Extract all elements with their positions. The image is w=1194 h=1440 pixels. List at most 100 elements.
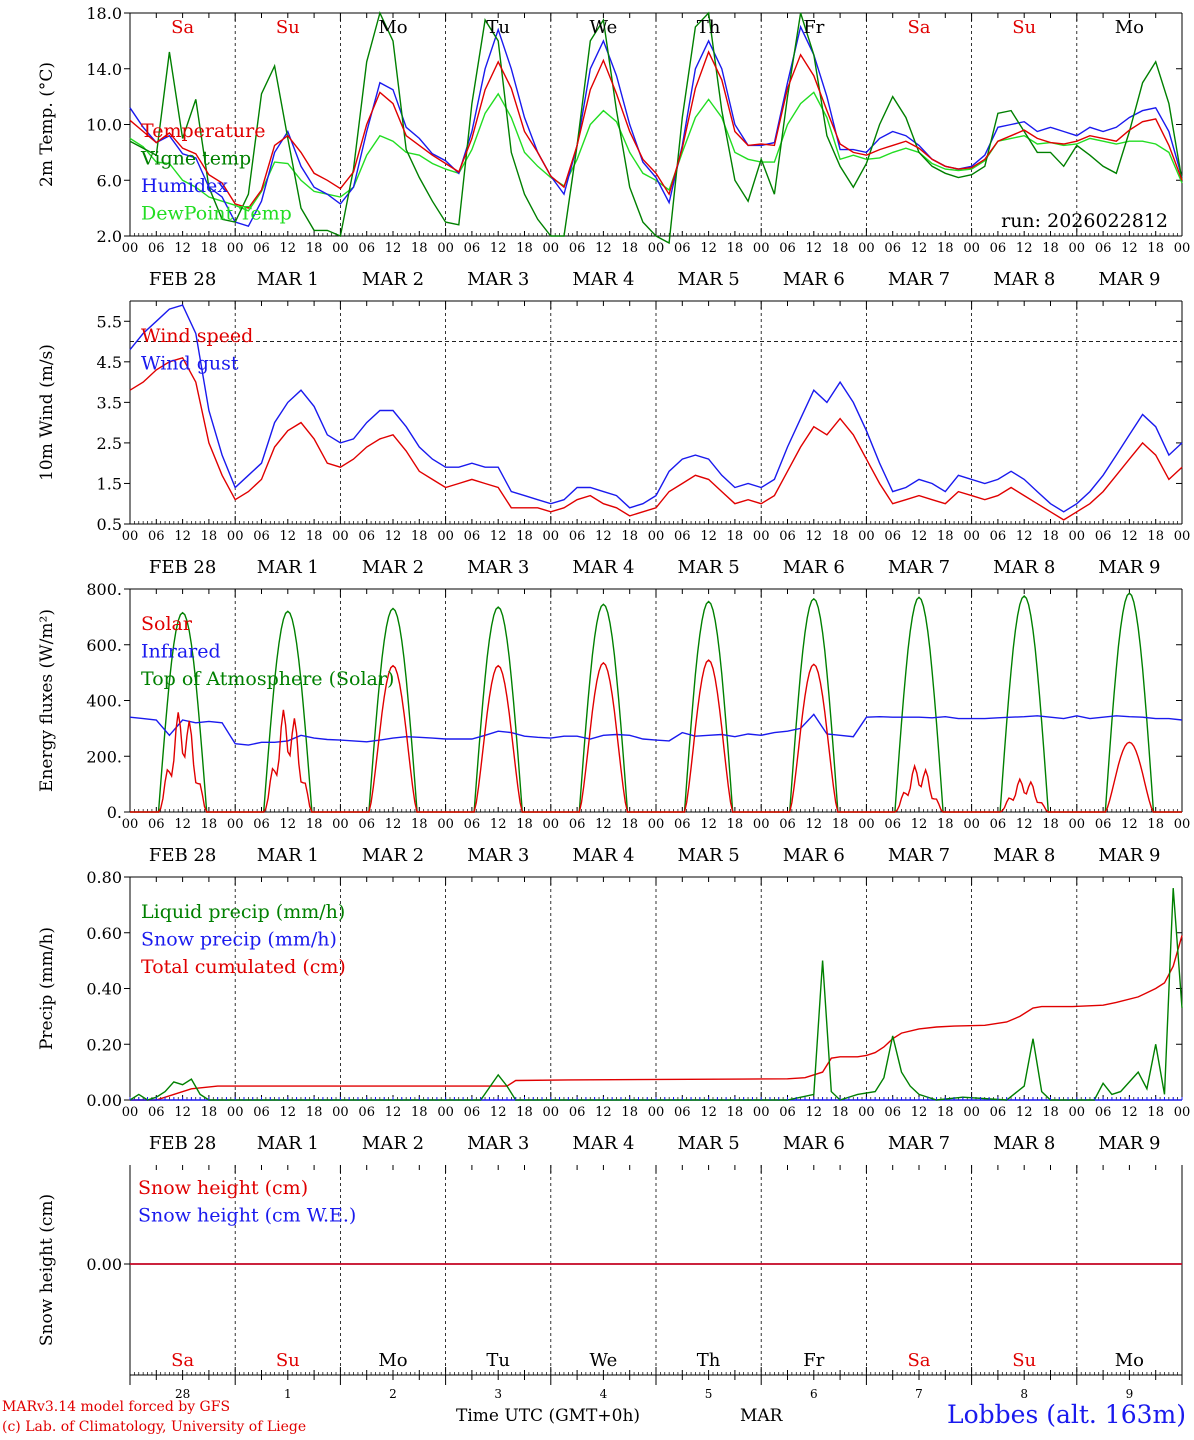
date-label: MAR 6 bbox=[783, 1133, 845, 1154]
hour-tick-label: 00 bbox=[1174, 817, 1191, 832]
hour-tick-label: 12 bbox=[280, 817, 297, 832]
hour-tick-label: 06 bbox=[148, 241, 165, 256]
date-label: MAR 8 bbox=[993, 269, 1055, 290]
date-label: MAR 7 bbox=[888, 1133, 950, 1154]
hour-tick-label: 06 bbox=[253, 1105, 270, 1120]
copyright-credit: (c) Lab. of Climatology, University of L… bbox=[2, 1419, 307, 1435]
day-number: 3 bbox=[494, 1387, 502, 1401]
station-name: Lobbes (alt. 163m) bbox=[946, 1400, 1186, 1429]
hour-tick-label: 00 bbox=[753, 1105, 770, 1120]
hour-tick-label: 18 bbox=[1147, 817, 1164, 832]
hour-tick-label: 12 bbox=[595, 1105, 612, 1120]
hour-tick-label: 06 bbox=[674, 241, 691, 256]
day-abbr-top: Fr bbox=[803, 17, 824, 38]
legend-entry: Snow height (cm) bbox=[138, 1177, 308, 1199]
hour-tick-label: 06 bbox=[884, 817, 901, 832]
legend-entry: DewPoint Temp bbox=[141, 203, 292, 225]
legend-entry: Total cumulated (cm) bbox=[141, 956, 346, 978]
hour-tick-label: 18 bbox=[411, 817, 428, 832]
hour-tick-label: 12 bbox=[595, 241, 612, 256]
hour-tick-label: 06 bbox=[464, 529, 481, 544]
y-tick-label: 600. bbox=[86, 636, 122, 655]
date-label: MAR 5 bbox=[678, 557, 740, 578]
y-tick-label: 14.0 bbox=[86, 60, 122, 79]
y-axis-label: 10m Wind (m/s) bbox=[37, 344, 57, 481]
hour-tick-label: 18 bbox=[937, 1105, 954, 1120]
hour-tick-label: 12 bbox=[806, 241, 823, 256]
hour-tick-label: 18 bbox=[411, 529, 428, 544]
series-line-temperature bbox=[129, 50, 1183, 209]
hour-tick-label: 18 bbox=[411, 241, 428, 256]
run-label: run: 2026022812 bbox=[1001, 210, 1168, 232]
hour-tick-label: 18 bbox=[832, 529, 849, 544]
hour-tick-label: 12 bbox=[1016, 1105, 1033, 1120]
date-label: MAR 3 bbox=[467, 1133, 529, 1154]
series-line-dewpoint-temp bbox=[129, 91, 1183, 212]
hour-tick-label: 18 bbox=[516, 817, 533, 832]
hour-tick-label: 06 bbox=[358, 529, 375, 544]
hour-tick-label: 06 bbox=[464, 241, 481, 256]
hour-tick-label: 12 bbox=[806, 1105, 823, 1120]
hour-tick-label: 18 bbox=[727, 817, 744, 832]
date-label: MAR 8 bbox=[993, 1133, 1055, 1154]
date-label: FEB 28 bbox=[149, 557, 216, 578]
hour-tick-label: 00 bbox=[227, 529, 244, 544]
hour-tick-label: 18 bbox=[201, 1105, 218, 1120]
hour-tick-label: 12 bbox=[1121, 241, 1138, 256]
hour-tick-label: 12 bbox=[806, 817, 823, 832]
day-abbr-bottom: Sa bbox=[907, 1350, 930, 1371]
hour-tick-label: 00 bbox=[227, 1105, 244, 1120]
legend-entry: Snow height (cm W.E.) bbox=[138, 1205, 356, 1227]
date-label: MAR 6 bbox=[783, 557, 845, 578]
hour-tick-label: 06 bbox=[779, 817, 796, 832]
hour-tick-label: 00 bbox=[437, 529, 454, 544]
hour-tick-label: 00 bbox=[332, 1105, 349, 1120]
hour-tick-label: 00 bbox=[437, 241, 454, 256]
date-label: MAR 4 bbox=[572, 1133, 634, 1154]
hour-tick-label: 18 bbox=[201, 817, 218, 832]
hour-tick-label: 12 bbox=[385, 817, 402, 832]
hour-tick-label: 18 bbox=[621, 529, 638, 544]
hour-tick-label: 18 bbox=[516, 241, 533, 256]
y-tick-label: 2.0 bbox=[97, 227, 122, 246]
hour-tick-label: 12 bbox=[700, 241, 717, 256]
date-label: MAR 2 bbox=[362, 1133, 424, 1154]
date-label: MAR 3 bbox=[467, 269, 529, 290]
hour-tick-label: 18 bbox=[306, 1105, 323, 1120]
day-abbr-bottom: Mo bbox=[378, 1350, 407, 1371]
day-number: 28 bbox=[175, 1387, 190, 1401]
hour-tick-label: 00 bbox=[963, 529, 980, 544]
hour-tick-label: 00 bbox=[858, 241, 875, 256]
day-abbr-top: Mo bbox=[378, 17, 407, 38]
hour-tick-label: 06 bbox=[674, 529, 691, 544]
hour-tick-label: 06 bbox=[674, 817, 691, 832]
series-line-infrared bbox=[129, 713, 1183, 746]
y-tick-label: 0.40 bbox=[86, 980, 122, 999]
day-abbr-top: We bbox=[590, 17, 618, 38]
legend-entry: Vigne temp bbox=[140, 148, 251, 170]
y-tick-label: 2.5 bbox=[97, 434, 122, 453]
date-label: MAR 6 bbox=[783, 845, 845, 866]
hour-tick-label: 00 bbox=[858, 529, 875, 544]
hour-tick-label: 06 bbox=[1095, 1105, 1112, 1120]
date-label: MAR 4 bbox=[572, 269, 634, 290]
hour-tick-label: 00 bbox=[963, 241, 980, 256]
y-axis-label: Snow height (cm) bbox=[37, 1194, 57, 1346]
hour-tick-label: 12 bbox=[911, 1105, 928, 1120]
hour-tick-label: 00 bbox=[1069, 1105, 1086, 1120]
date-label: MAR 3 bbox=[467, 557, 529, 578]
date-label: MAR 9 bbox=[1098, 269, 1160, 290]
y-tick-label: 0.5 bbox=[97, 515, 122, 534]
hour-tick-label: 18 bbox=[832, 241, 849, 256]
hour-tick-label: 18 bbox=[1042, 241, 1059, 256]
hour-tick-label: 12 bbox=[490, 817, 507, 832]
hour-tick-label: 18 bbox=[832, 817, 849, 832]
hour-tick-label: 12 bbox=[490, 241, 507, 256]
hour-tick-label: 18 bbox=[1042, 817, 1059, 832]
y-tick-label: 10.0 bbox=[86, 116, 122, 135]
y-tick-label: 5.5 bbox=[97, 312, 122, 331]
date-label: MAR 5 bbox=[678, 269, 740, 290]
hour-tick-label: 06 bbox=[779, 241, 796, 256]
hour-tick-label: 12 bbox=[595, 529, 612, 544]
series-line-humidex bbox=[129, 24, 1183, 228]
